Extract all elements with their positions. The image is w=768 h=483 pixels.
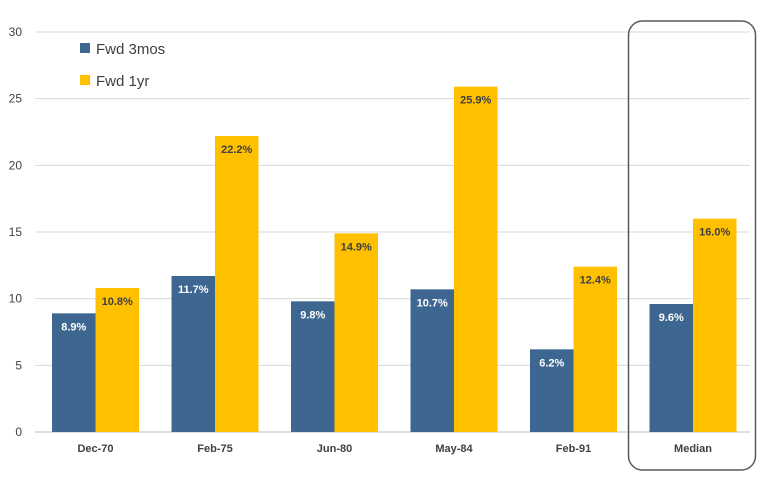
- legend-swatch-fwd-3mos: [80, 43, 90, 53]
- data-label: 22.2%: [221, 144, 252, 156]
- x-tick-label: Feb-75: [197, 443, 232, 455]
- data-label: 9.8%: [300, 309, 325, 321]
- y-tick-label: 25: [9, 92, 23, 106]
- x-tick-label: May-84: [435, 443, 473, 455]
- x-axis: Dec-70 Feb-75 Jun-80 May-84 Feb-91 Median: [77, 443, 712, 455]
- bar-dec-70-series-0: [52, 313, 96, 432]
- data-label: 11.7%: [178, 284, 209, 296]
- data-label: 6.2%: [539, 357, 564, 369]
- x-tick-label: Feb-91: [556, 443, 591, 455]
- bar-median-series-0: [649, 304, 693, 432]
- x-tick-label: Dec-70: [77, 443, 113, 455]
- legend: Fwd 3mos Fwd 1yr: [80, 41, 165, 90]
- data-label: 16.0%: [699, 227, 730, 239]
- data-label: 10.7%: [417, 297, 448, 309]
- data-label: 25.9%: [460, 95, 491, 107]
- legend-swatch-fwd-1yr: [80, 75, 90, 85]
- x-tick-label: Median: [674, 443, 712, 455]
- data-label: 9.6%: [659, 312, 684, 324]
- bar-may-84-series-0: [410, 289, 454, 432]
- bar-median-series-1: [693, 218, 737, 432]
- data-label: 12.4%: [580, 275, 611, 287]
- bar-feb-91-series-0: [530, 349, 574, 432]
- data-labels: 8.9% 10.8% 11.7% 22.2% 9.8% 14.9% 10.7% 25.9% 6.…: [61, 95, 730, 370]
- y-tick-label: 30: [9, 25, 23, 39]
- data-label: 8.9%: [61, 321, 86, 333]
- y-tick-label: 10: [9, 292, 23, 306]
- bar-feb-75-series-0: [171, 276, 215, 432]
- bars: [52, 86, 737, 433]
- gridlines: [35, 31, 750, 433]
- legend-label-fwd-3mos: Fwd 3mos: [96, 41, 165, 58]
- bar-may-84-series-1: [454, 86, 498, 433]
- y-tick-label: 5: [15, 358, 22, 372]
- bar-feb-75-series-1: [215, 136, 259, 432]
- y-tick-label: 20: [9, 158, 23, 172]
- x-tick-label: Jun-80: [317, 443, 352, 455]
- bar-jun-80-series-1: [334, 233, 378, 432]
- data-label: 10.8%: [102, 296, 133, 308]
- bar-dec-70-series-1: [95, 288, 139, 432]
- y-tick-label: 15: [9, 225, 23, 239]
- y-tick-label: 0: [15, 425, 22, 439]
- bar-jun-80-series-0: [291, 301, 335, 432]
- median-highlight-box: [627, 20, 757, 471]
- legend-label-fwd-1yr: Fwd 1yr: [96, 73, 149, 90]
- data-label: 14.9%: [341, 241, 372, 253]
- bar-feb-91-series-1: [573, 266, 617, 432]
- y-axis: 0 5 10 15 20 25 30: [9, 25, 23, 439]
